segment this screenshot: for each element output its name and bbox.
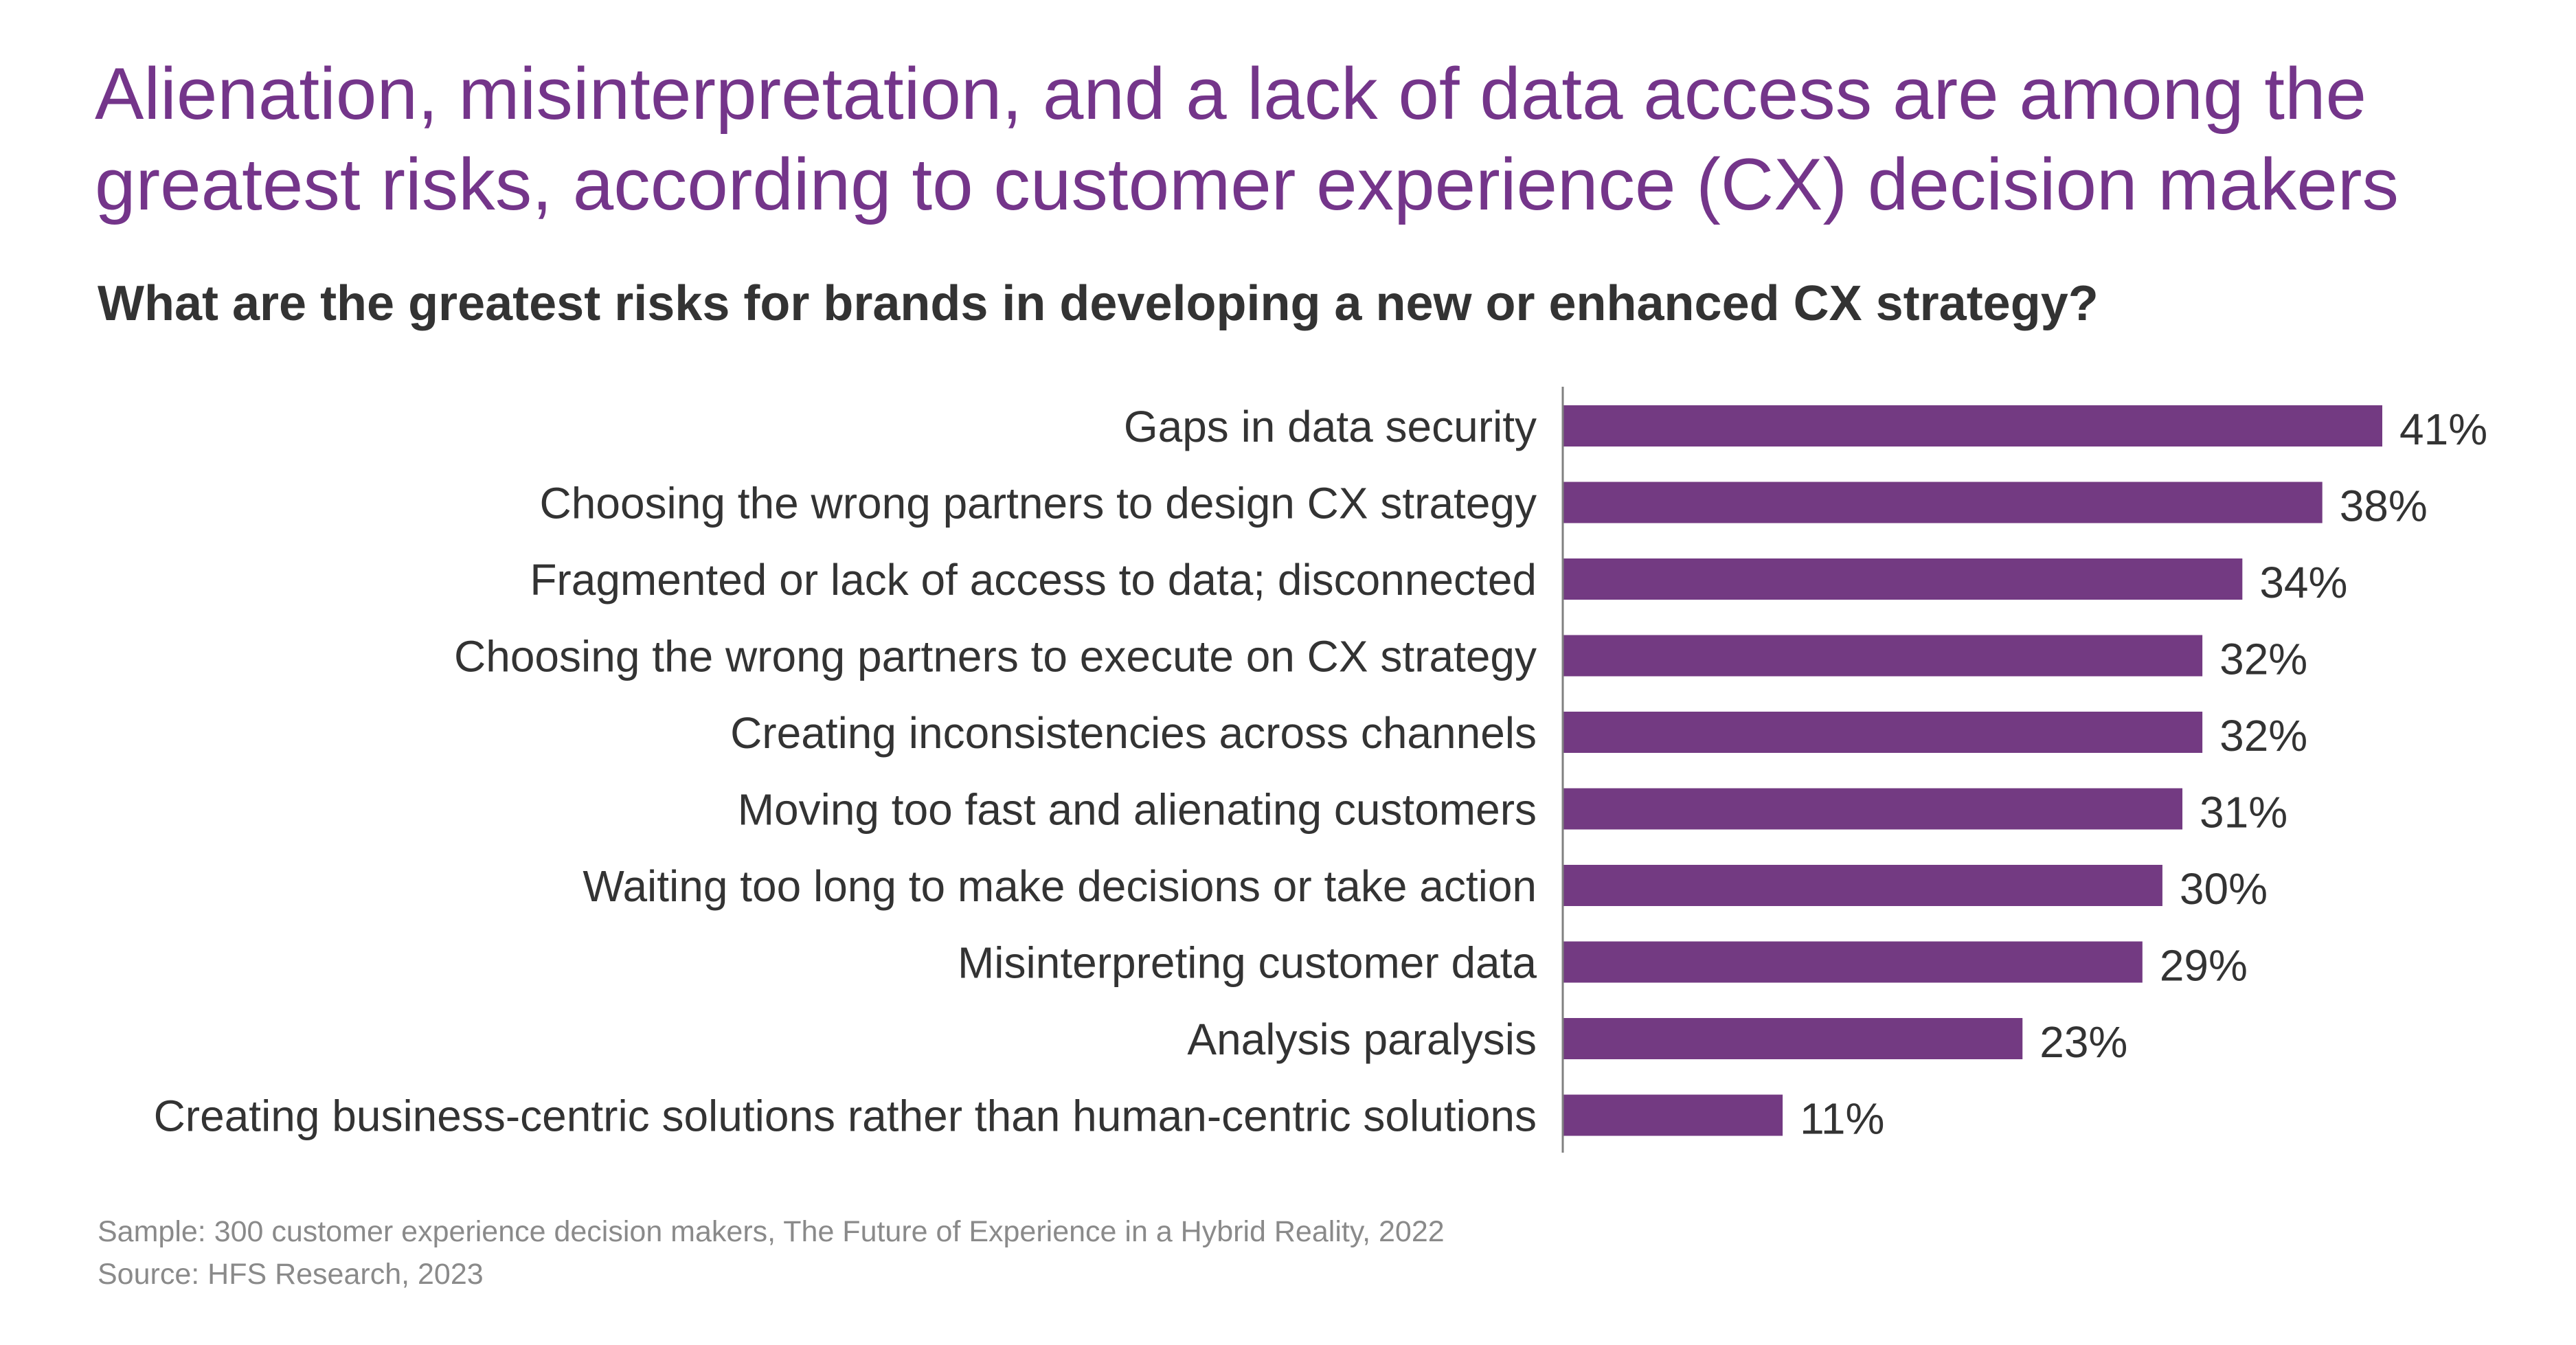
value-label: 34%: [2259, 558, 2347, 607]
bar: [1563, 635, 2203, 677]
bar: [1563, 941, 2143, 983]
value-label: 32%: [2219, 635, 2307, 684]
bar: [1563, 405, 2382, 447]
category-label: Misinterpreting customer data: [958, 938, 1537, 988]
bar: [1563, 865, 2162, 906]
category-label: Fragmented or lack of access to data; di…: [530, 555, 1537, 604]
category-label: Gaps in data security: [1124, 402, 1537, 451]
category-label: Creating inconsistencies across channels: [730, 708, 1537, 758]
value-label: 32%: [2219, 711, 2307, 760]
value-label: 38%: [2340, 482, 2428, 531]
risk-bar-chart: Gaps in data security Choosing the wrong …: [154, 387, 2487, 1153]
page-title: Alienation, misinterpretation, and a lac…: [95, 48, 2540, 229]
bar: [1563, 482, 2323, 523]
value-labels-group: 41% 38% 34% 32% 32% 31% 30% 29% 23% 11%: [1800, 405, 2487, 1144]
bar: [1563, 558, 2243, 600]
category-labels-group: Gaps in data security Choosing the wrong …: [154, 402, 1537, 1141]
bar: [1563, 788, 2183, 830]
bar: [1563, 1094, 1783, 1136]
bars-group: [1563, 405, 2382, 1136]
value-label: 23%: [2040, 1017, 2127, 1067]
category-label: Waiting too long to make decisions or ta…: [583, 861, 1537, 911]
category-label: Choosing the wrong partners to design CX…: [540, 479, 1537, 528]
chart-question: What are the greatest risks for brands i…: [98, 276, 2099, 331]
value-label: 31%: [2200, 788, 2287, 837]
category-label: Choosing the wrong partners to execute o…: [454, 632, 1537, 681]
footnote: Sample: 300 customer experience decision…: [98, 1210, 1445, 1296]
value-label: 41%: [2399, 405, 2487, 454]
value-label: 30%: [2180, 864, 2268, 914]
category-label: Analysis paralysis: [1187, 1015, 1537, 1064]
source-note: Source: HFS Research, 2023: [98, 1258, 484, 1291]
value-label: 29%: [2160, 941, 2248, 991]
bar: [1563, 712, 2203, 753]
bar: [1563, 1018, 2023, 1059]
value-label: 11%: [1800, 1094, 1884, 1144]
title-line-2: greatest risks, according to customer ex…: [95, 143, 2399, 225]
title-line-1: Alienation, misinterpretation, and a lac…: [95, 52, 2367, 135]
sample-note: Sample: 300 customer experience decision…: [98, 1215, 1445, 1248]
category-label: Moving too fast and alienating customers: [738, 785, 1537, 835]
category-label: Creating business-centric solutions rath…: [154, 1092, 1537, 1141]
